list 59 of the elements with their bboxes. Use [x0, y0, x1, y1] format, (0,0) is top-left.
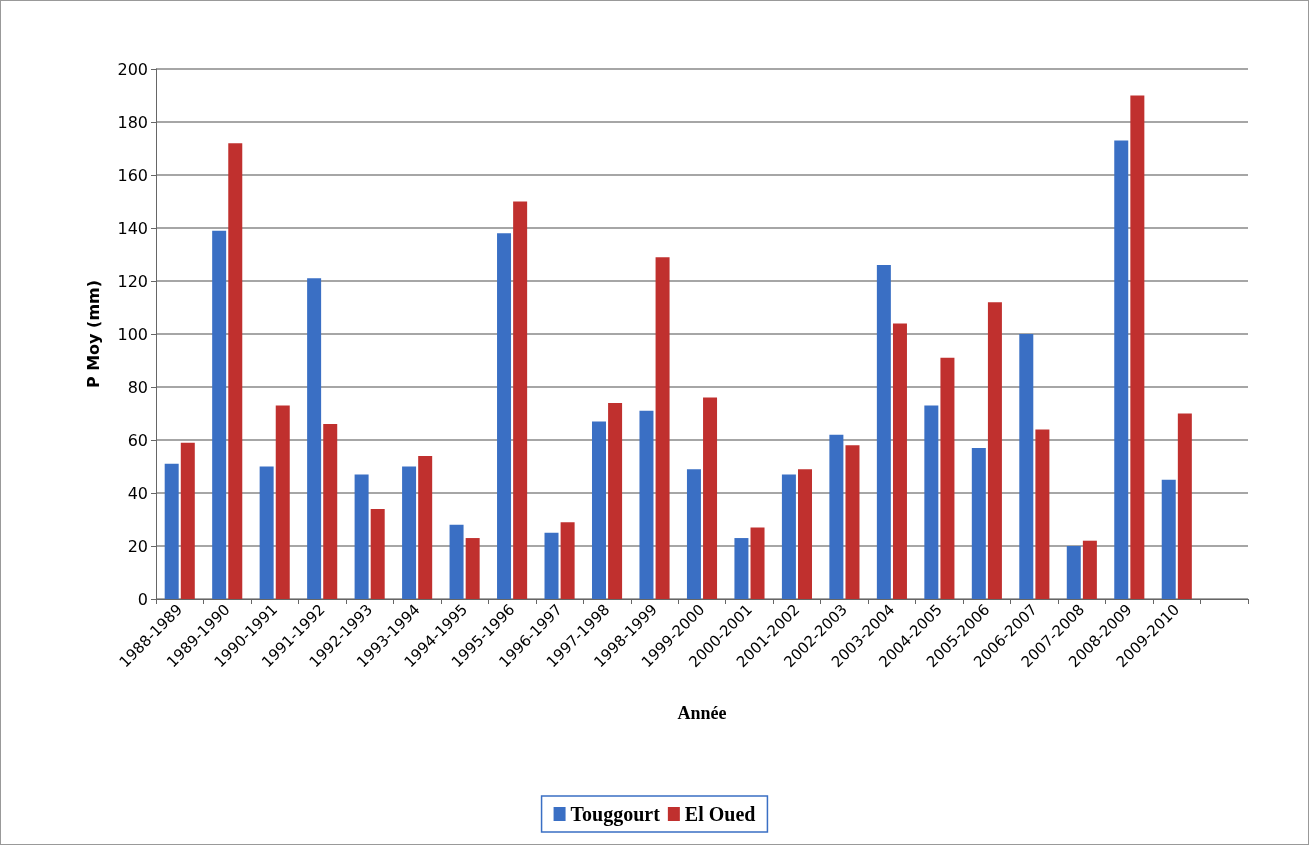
bar	[591, 421, 606, 599]
y-tick-label: 140	[117, 218, 148, 238]
bar	[1130, 95, 1145, 599]
bar	[418, 455, 433, 599]
bar	[1019, 334, 1034, 599]
bar	[987, 302, 1002, 599]
bar	[686, 469, 701, 599]
bar	[402, 466, 417, 599]
y-tick-label: 60	[127, 430, 148, 450]
y-tick-label: 0	[137, 589, 148, 609]
bar	[1082, 540, 1097, 599]
y-tick-label: 20	[127, 536, 148, 556]
bar	[259, 466, 274, 599]
bar	[497, 233, 512, 599]
bar	[892, 323, 907, 599]
bar	[750, 527, 765, 599]
bar	[845, 445, 860, 599]
bar	[544, 532, 559, 599]
y-tick-label: 40	[127, 483, 148, 503]
bar	[212, 230, 227, 599]
y-tick-label: 80	[127, 377, 148, 397]
bar	[323, 424, 338, 599]
bar	[560, 522, 575, 599]
legend-label: Touggourt	[570, 803, 661, 826]
y-axis-title: P Moy (mm)	[83, 279, 103, 389]
y-tick-label: 160	[117, 165, 148, 185]
bar	[924, 405, 939, 599]
bar	[228, 143, 243, 599]
bar	[608, 402, 623, 599]
bar	[734, 538, 749, 599]
bar	[354, 474, 369, 599]
bar	[275, 405, 290, 599]
bar	[1161, 479, 1176, 599]
bar	[370, 508, 385, 599]
bar	[655, 257, 670, 599]
bar	[971, 447, 986, 599]
x-axis-title: Année	[677, 703, 727, 723]
y-tick-label: 180	[117, 112, 148, 132]
bar	[1066, 546, 1081, 599]
bar	[639, 410, 654, 599]
bar	[781, 474, 796, 599]
bar	[1177, 413, 1192, 599]
bar	[829, 434, 844, 599]
bar	[307, 278, 322, 599]
y-tick-label: 200	[117, 59, 148, 79]
bar	[798, 469, 813, 599]
bar	[876, 265, 891, 599]
bar	[703, 397, 718, 599]
bar	[1114, 140, 1129, 599]
y-tick-label: 100	[117, 324, 148, 344]
legend-label: El Oued	[684, 803, 756, 825]
bar	[449, 524, 464, 599]
y-tick-label: 120	[117, 271, 148, 291]
bar	[465, 538, 480, 599]
bar	[1035, 429, 1050, 599]
bar	[180, 442, 195, 599]
bar	[513, 201, 528, 599]
bar	[164, 463, 179, 599]
bar	[940, 357, 955, 599]
